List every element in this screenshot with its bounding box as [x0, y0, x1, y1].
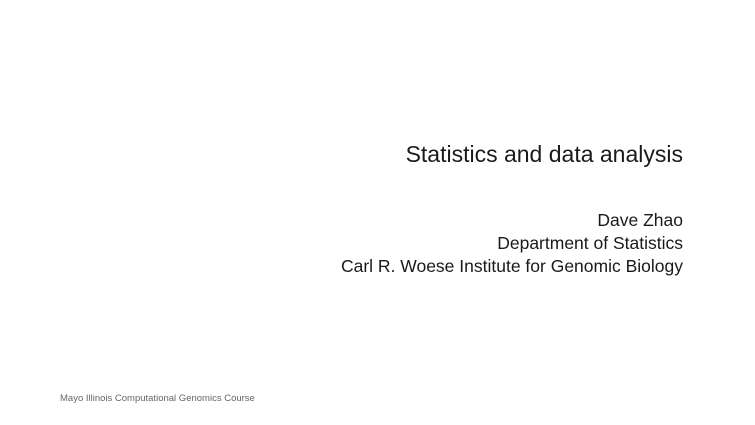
author-name: Dave Zhao — [597, 210, 683, 230]
author-block: Dave Zhao Department of Statistics Carl … — [341, 209, 683, 278]
slide-footer: Mayo Illinois Computational Genomics Cou… — [60, 393, 255, 404]
department-name: Department of Statistics — [497, 233, 683, 253]
slide-title: Statistics and data analysis — [405, 141, 683, 167]
institute-name: Carl R. Woese Institute for Genomic Biol… — [340, 256, 683, 276]
